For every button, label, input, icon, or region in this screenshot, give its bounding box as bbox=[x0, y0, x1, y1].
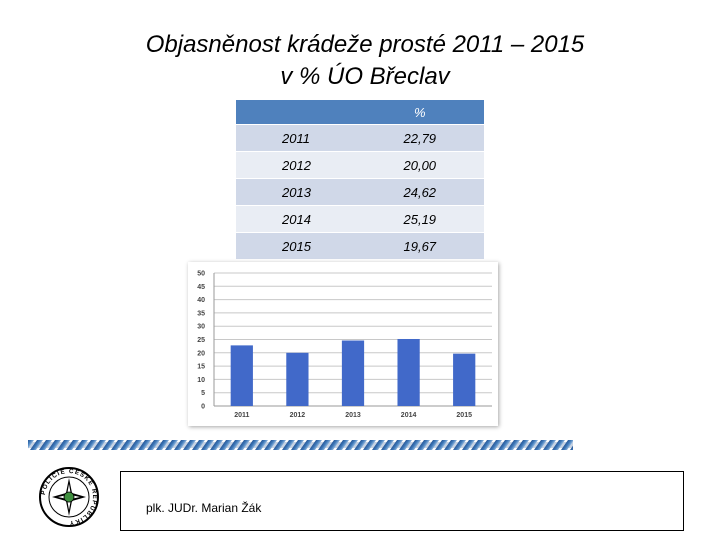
bar-chart: 0 5 10 15 20 25 30 35 40 45 50 2011 2012 2013 2014 2015 bbox=[197, 271, 492, 419]
table-header-percent: % bbox=[355, 100, 484, 125]
x-tick-label: 2011 bbox=[234, 412, 249, 419]
table-cell-value: 22,79 bbox=[355, 124, 484, 152]
y-tick-label: 25 bbox=[197, 337, 205, 344]
y-tick-label: 15 bbox=[197, 364, 205, 371]
table-row: 2012 20,00 bbox=[236, 151, 484, 179]
decorative-stripe-band bbox=[28, 440, 573, 450]
y-tick-label: 10 bbox=[197, 377, 205, 384]
x-tick-label: 2015 bbox=[456, 412, 472, 419]
table-row: 2015 19,67 bbox=[236, 232, 484, 259]
table-cell-year: 2014 bbox=[236, 205, 356, 233]
table-cell-value: 20,00 bbox=[355, 151, 484, 179]
table-cell-year: 2012 bbox=[236, 151, 356, 179]
table-cell-year: 2015 bbox=[236, 232, 356, 259]
y-tick-label: 30 bbox=[197, 324, 205, 331]
slide-title-line2: v % ÚO Břeclav bbox=[280, 63, 450, 90]
footer-box bbox=[120, 471, 684, 531]
x-tick-label: 2014 bbox=[401, 412, 417, 419]
bar-2012 bbox=[286, 352, 309, 406]
data-table: % 2011 22,79 2012 20,00 2013 24,62 2014 … bbox=[236, 100, 484, 259]
table-row: 2014 25,19 bbox=[236, 205, 484, 233]
police-logo: POLICIE ČESKÉ REPUBLIKY bbox=[39, 467, 99, 527]
table-row: 2011 22,79 bbox=[236, 124, 484, 152]
table-cell-year: 2011 bbox=[236, 124, 356, 152]
table-cell-value: 24,62 bbox=[355, 178, 484, 206]
y-tick-label: 0 bbox=[201, 404, 205, 411]
table-cell-value: 19,67 bbox=[355, 232, 484, 259]
x-tick-label: 2012 bbox=[290, 412, 306, 419]
footer-author: plk. JUDr. Marian Žák bbox=[146, 501, 262, 515]
y-tick-label: 50 bbox=[197, 271, 205, 278]
x-tick-label: 2013 bbox=[345, 412, 361, 419]
bar-2013 bbox=[341, 340, 365, 406]
bar-2011 bbox=[230, 345, 253, 406]
slide-title-line1: Objasněnost krádeže prosté 2011 – 2015 bbox=[145, 31, 585, 58]
table-header-row: % bbox=[236, 100, 484, 125]
table-cell-year: 2013 bbox=[236, 178, 356, 206]
table-row: 2013 24,62 bbox=[236, 178, 484, 206]
y-tick-label: 5 bbox=[201, 390, 205, 397]
bar-2015 bbox=[453, 353, 476, 406]
y-tick-label: 40 bbox=[197, 297, 205, 304]
y-tick-label: 45 bbox=[197, 284, 205, 291]
table-cell-value: 25,19 bbox=[355, 205, 484, 233]
table-header-year bbox=[236, 100, 356, 125]
y-tick-label: 20 bbox=[197, 350, 205, 357]
bar-2014 bbox=[397, 338, 420, 406]
y-tick-label: 35 bbox=[197, 310, 205, 317]
